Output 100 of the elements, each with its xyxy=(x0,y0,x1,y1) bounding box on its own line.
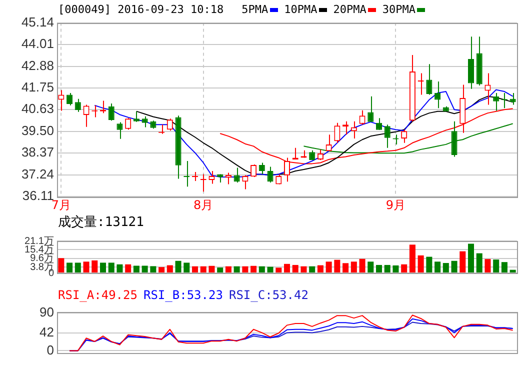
text: RSI_C:53.42 xyxy=(228,288,308,302)
y-tick-label: 36.11 xyxy=(22,188,54,204)
bar xyxy=(250,266,257,272)
bar xyxy=(192,266,198,272)
candlestick xyxy=(125,118,132,130)
bar xyxy=(392,265,399,272)
bar xyxy=(66,262,73,272)
legend-label: 10PMA xyxy=(284,3,318,16)
bar xyxy=(184,262,190,272)
bar xyxy=(175,260,182,272)
text: RSI_A:49.25 xyxy=(58,288,138,302)
bar xyxy=(468,244,474,272)
bar xyxy=(409,244,416,272)
bar xyxy=(426,256,432,272)
bar xyxy=(242,266,248,272)
y-tick-label: 38.37 xyxy=(21,144,54,160)
y-tick-label: 41.75 xyxy=(21,80,54,95)
bar xyxy=(309,266,316,272)
bar xyxy=(434,262,441,272)
bar xyxy=(83,262,90,272)
chart-title: [000049] 2016-09-23 10:18 xyxy=(58,3,224,16)
bar xyxy=(125,264,132,272)
bar xyxy=(493,260,500,272)
candlestick xyxy=(108,102,114,122)
candlestick xyxy=(384,124,390,148)
bar xyxy=(158,267,165,272)
y-tick-label: 44.01 xyxy=(21,36,54,52)
candlestick xyxy=(434,81,441,109)
y-tick-label: 40.63 xyxy=(21,101,54,116)
y-tick-label: 45.14 xyxy=(21,14,54,30)
bar xyxy=(225,266,232,272)
bar xyxy=(108,262,114,272)
candlestick xyxy=(234,167,240,184)
bar xyxy=(401,264,408,272)
bar xyxy=(317,265,324,272)
bar xyxy=(116,264,123,272)
bar xyxy=(484,259,491,272)
bar xyxy=(501,262,508,272)
candlestick xyxy=(58,90,64,112)
bar xyxy=(258,266,265,272)
bar xyxy=(284,264,290,272)
bar xyxy=(368,262,374,272)
candlestick xyxy=(133,110,140,122)
bar xyxy=(208,266,215,272)
candlestick xyxy=(192,171,198,182)
y-tick-label: 0 xyxy=(46,342,54,358)
bar xyxy=(217,268,224,272)
bar xyxy=(276,268,282,272)
x-tick-label: 8月 xyxy=(194,198,214,212)
y-tick-label: 37.24 xyxy=(21,166,54,182)
candlestick xyxy=(326,134,332,152)
bar xyxy=(92,260,98,272)
bar xyxy=(300,266,307,272)
candlestick xyxy=(242,174,248,190)
candlestick xyxy=(368,96,374,122)
chart-title: 成交量:13121 xyxy=(58,215,144,230)
bar xyxy=(460,251,466,272)
candlestick xyxy=(267,166,274,184)
candlestick xyxy=(200,174,206,192)
legend-label: 5PMA xyxy=(242,3,268,16)
y-tick-label: 39.50 xyxy=(21,122,54,138)
bar xyxy=(292,264,298,272)
candlestick xyxy=(208,170,215,184)
legend-label: 30PMA xyxy=(382,3,416,16)
bar xyxy=(142,266,148,272)
bar xyxy=(376,264,382,272)
candlestick xyxy=(426,64,432,96)
bar xyxy=(342,263,349,272)
bar xyxy=(476,253,482,272)
bar xyxy=(234,266,240,272)
y-tick-label: 42 xyxy=(40,324,54,340)
bar xyxy=(451,260,458,272)
bar xyxy=(58,258,64,272)
candlestick xyxy=(116,122,123,140)
bar xyxy=(326,262,332,272)
bar xyxy=(100,262,106,272)
candlestick xyxy=(142,116,148,128)
bar xyxy=(267,266,274,272)
bar xyxy=(350,262,357,272)
bar xyxy=(510,270,516,272)
bar xyxy=(442,262,449,272)
y-tick-label: 0 xyxy=(48,268,54,279)
candlestick xyxy=(418,72,424,96)
candlestick xyxy=(493,92,500,112)
y-tick-label: 90 xyxy=(40,304,54,320)
x-tick-label: 9月 xyxy=(386,198,406,212)
y-tick-label: 42.88 xyxy=(21,58,54,73)
legend-label: 20PMA xyxy=(333,3,366,16)
bar xyxy=(166,265,173,272)
bar xyxy=(200,266,206,272)
candlestick xyxy=(250,164,257,178)
bar xyxy=(384,264,390,272)
bar xyxy=(334,260,340,272)
bar xyxy=(74,262,81,272)
candlestick xyxy=(468,36,474,90)
text: RSI_B:53.23 xyxy=(143,288,223,302)
candlestick xyxy=(184,160,190,188)
candlestick xyxy=(334,122,340,144)
bar xyxy=(359,258,366,272)
bar xyxy=(418,255,424,272)
